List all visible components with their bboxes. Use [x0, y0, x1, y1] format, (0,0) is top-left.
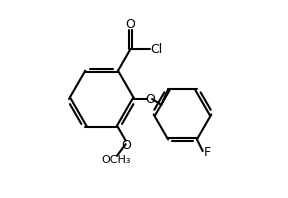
Text: F: F — [204, 146, 211, 159]
Text: O: O — [145, 92, 155, 106]
Text: Cl: Cl — [150, 43, 162, 55]
Text: O: O — [126, 18, 135, 31]
Text: OCH₃: OCH₃ — [101, 155, 131, 165]
Text: O: O — [122, 139, 132, 152]
